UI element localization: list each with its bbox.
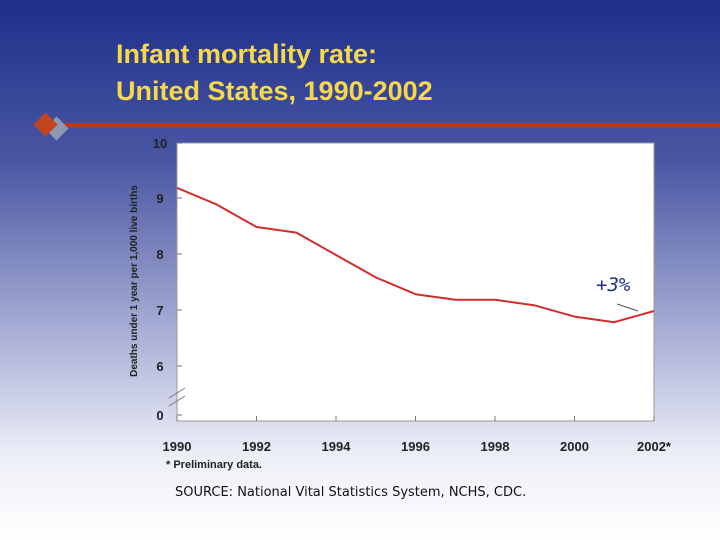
y-tick-label: 0 (156, 408, 163, 423)
x-tick-label: 1992 (242, 439, 271, 454)
x-tick-label: 1996 (401, 439, 430, 454)
y-tick-label: 6 (156, 359, 163, 374)
title-underline-rule (54, 123, 720, 128)
slide-title-line-1: Infant mortality rate: (116, 39, 378, 69)
slide-title-line-2: United States, 1990-2002 (116, 76, 433, 106)
x-tick-label: 1994 (322, 439, 352, 454)
y-tick-label: 9 (156, 191, 163, 206)
x-tick-label: 2002* (637, 439, 672, 454)
x-tick-label: 1990 (163, 439, 192, 454)
preliminary-data-footnote: * Preliminary data. (166, 459, 262, 471)
chart-annotation-plus-3-percent: +3% (596, 274, 631, 296)
y-axis-break-mark (168, 395, 186, 407)
source-citation: SOURCE: National Vital Statistics System… (175, 485, 527, 500)
slide-title: Infant mortality rate: United States, 19… (116, 36, 433, 110)
y-axis-break-mark (168, 387, 186, 399)
infant-mortality-series-line (176, 186, 655, 324)
y-axis-label: Deaths under 1 year per 1,000 live birth… (129, 185, 140, 377)
y-tick-label: 10 (153, 136, 167, 151)
annotation-leader-line (616, 303, 639, 312)
x-tick-label: 2000 (560, 439, 589, 454)
plot-area (176, 142, 655, 422)
x-tick-label: 1998 (481, 439, 510, 454)
y-tick-label: 7 (156, 303, 163, 318)
y-tick-label: 8 (156, 247, 163, 262)
